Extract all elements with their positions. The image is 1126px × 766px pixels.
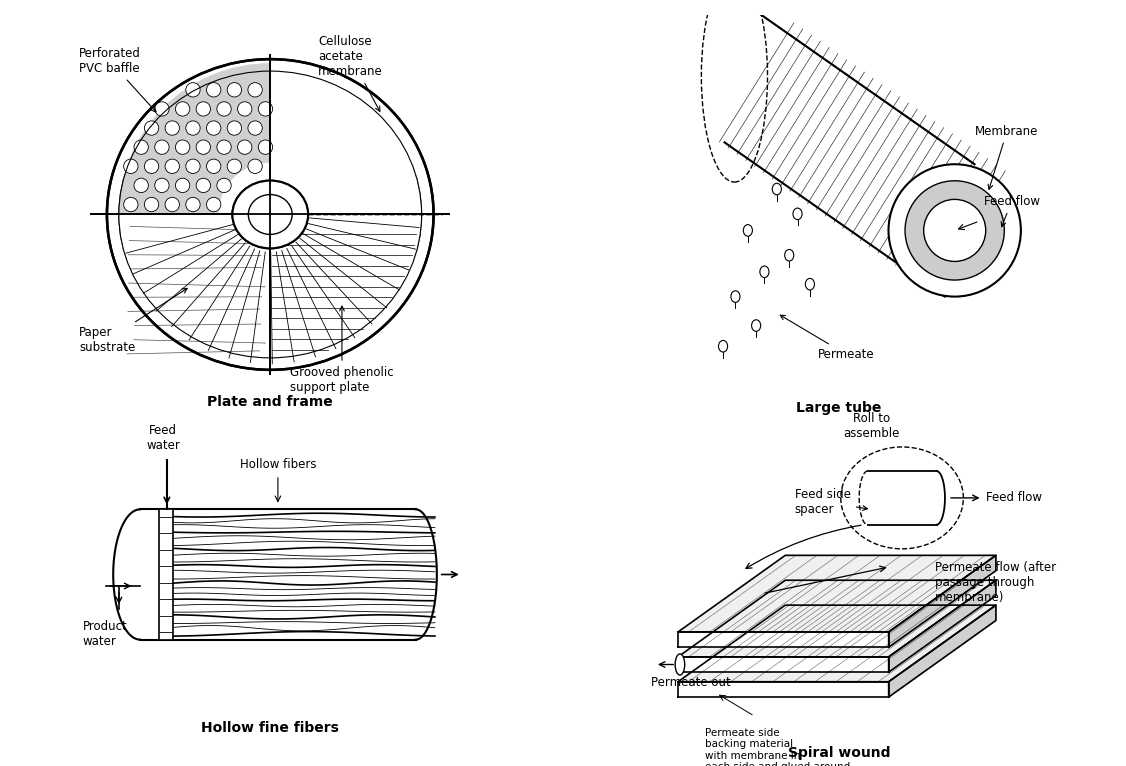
Circle shape [206,83,221,97]
Text: Permeate out: Permeate out [651,676,731,689]
Circle shape [154,178,169,192]
Text: Feed flow: Feed flow [984,195,1039,227]
Circle shape [144,159,159,173]
Text: Plate and frame: Plate and frame [207,394,333,409]
Circle shape [176,140,190,154]
Circle shape [186,121,200,136]
Circle shape [124,159,138,173]
Text: Spiral wound: Spiral wound [787,746,891,760]
Circle shape [888,164,1021,296]
Text: Hollow fibers: Hollow fibers [240,458,316,471]
Polygon shape [678,605,995,682]
Circle shape [248,159,262,173]
Circle shape [176,178,190,192]
Ellipse shape [676,654,685,675]
Polygon shape [678,581,995,656]
Circle shape [186,159,200,173]
Text: Product
water: Product water [82,620,127,649]
Text: Grooved phenolic
support plate: Grooved phenolic support plate [291,306,394,394]
Circle shape [217,178,231,192]
Circle shape [227,159,242,173]
Circle shape [166,121,179,136]
Text: Hollow fine fibers: Hollow fine fibers [202,721,339,735]
Polygon shape [678,555,995,632]
Wedge shape [119,63,270,214]
Polygon shape [114,509,140,640]
Circle shape [154,102,169,116]
Circle shape [206,159,221,173]
Polygon shape [678,632,888,647]
Circle shape [166,159,179,173]
Circle shape [227,83,242,97]
Circle shape [166,198,179,211]
Circle shape [176,102,190,116]
Text: Permeate flow (after
passage through
membrane): Permeate flow (after passage through mem… [935,561,1056,604]
Polygon shape [678,682,888,697]
Polygon shape [678,656,888,673]
Text: Membrane: Membrane [975,125,1039,189]
Circle shape [258,140,272,154]
Circle shape [923,199,985,261]
Circle shape [186,198,200,211]
Circle shape [227,121,242,136]
Circle shape [144,121,159,136]
Circle shape [217,140,231,154]
Ellipse shape [107,59,434,370]
Text: Large tube: Large tube [796,401,882,415]
Ellipse shape [249,195,292,234]
Circle shape [248,83,262,97]
Circle shape [258,102,272,116]
Text: Feed side
spacer: Feed side spacer [795,488,867,516]
Circle shape [144,198,159,211]
Text: Feed
water: Feed water [146,424,180,452]
Text: Paper
substrate: Paper substrate [79,288,187,354]
Polygon shape [140,509,415,640]
Circle shape [217,102,231,116]
Circle shape [186,83,200,97]
Polygon shape [415,509,437,640]
Ellipse shape [232,181,309,248]
Wedge shape [270,214,421,366]
Polygon shape [888,581,995,673]
Circle shape [134,140,149,154]
Text: Permeate: Permeate [780,315,875,361]
Text: Cellulose
acetate
membrane: Cellulose acetate membrane [318,35,383,111]
Text: Roll to
assemble: Roll to assemble [843,412,900,440]
Circle shape [206,121,221,136]
Ellipse shape [232,181,309,248]
Polygon shape [888,605,995,697]
Text: Feed flow: Feed flow [986,492,1043,504]
Wedge shape [119,214,270,366]
Circle shape [134,178,149,192]
Circle shape [196,178,211,192]
Ellipse shape [249,195,292,234]
Circle shape [238,102,252,116]
Circle shape [124,198,138,211]
Circle shape [196,102,211,116]
Circle shape [154,140,169,154]
Bar [159,509,172,640]
Circle shape [206,198,221,211]
Circle shape [196,140,211,154]
Text: Permeate side
backing material
with membrane in
each side and glued around
edges: Permeate side backing material with memb… [705,728,850,766]
Polygon shape [888,555,995,647]
Circle shape [905,181,1004,280]
Wedge shape [270,63,421,214]
Circle shape [238,140,252,154]
Circle shape [248,121,262,136]
Text: Perforated
PVC baffle: Perforated PVC baffle [79,47,157,112]
